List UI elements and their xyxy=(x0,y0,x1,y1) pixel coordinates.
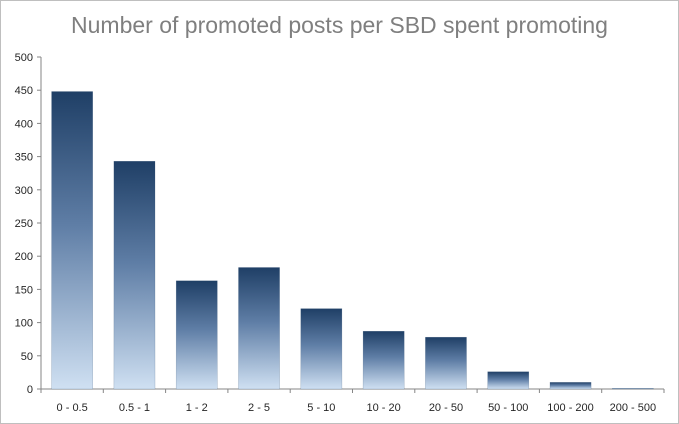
bar-20-50 xyxy=(425,336,467,390)
y-tick-label: 350 xyxy=(15,152,33,164)
x-tick-label: 10 - 20 xyxy=(367,402,401,414)
x-tick-label: 100 - 200 xyxy=(547,402,593,414)
x-tick-label: 1 - 2 xyxy=(186,402,208,414)
x-tick-label: 20 - 50 xyxy=(429,402,463,414)
y-tick-label: 250 xyxy=(15,218,33,230)
x-tick-label: 0.5 - 1 xyxy=(119,402,150,414)
bar-1-2 xyxy=(175,280,218,390)
bar-100-200 xyxy=(549,382,592,390)
x-tick-labels: 0 - 0.5 0.5 - 1 1 - 2 2 - 5 5 - 10 10 - 20 20 … xyxy=(57,402,657,414)
bar-50-100 xyxy=(487,371,530,390)
y-tick-label: 400 xyxy=(15,118,33,130)
y-tick-label: 100 xyxy=(15,318,33,330)
bar-10-20 xyxy=(362,330,405,390)
y-tick-label: 450 xyxy=(15,85,33,97)
y-tick-label: 150 xyxy=(15,284,33,296)
bar-0.5-1 xyxy=(113,160,156,390)
bar-0-0.5 xyxy=(51,91,93,390)
y-tick-label: 50 xyxy=(21,351,33,363)
y-tick-label: 0 xyxy=(27,384,33,396)
x-tick-label: 0 - 0.5 xyxy=(57,402,88,414)
bars xyxy=(51,91,654,390)
y-tick-labels: 0 50 100 150 200 250 300 350 400 450 500 xyxy=(15,52,33,396)
x-tick-label: 5 - 10 xyxy=(307,402,335,414)
bar-200-500 xyxy=(612,388,654,390)
bar-5-10 xyxy=(300,308,343,390)
chart-title: Number of promoted posts per SBD spent p… xyxy=(71,12,608,38)
y-tick-label: 200 xyxy=(15,251,33,263)
y-tick-label: 300 xyxy=(15,185,33,197)
bar-2-5 xyxy=(238,267,280,390)
x-tick-label: 50 - 100 xyxy=(488,402,528,414)
y-tick-label: 500 xyxy=(15,52,33,64)
x-tick-label: 2 - 5 xyxy=(248,402,270,414)
x-tick-label: 200 - 500 xyxy=(610,402,656,414)
